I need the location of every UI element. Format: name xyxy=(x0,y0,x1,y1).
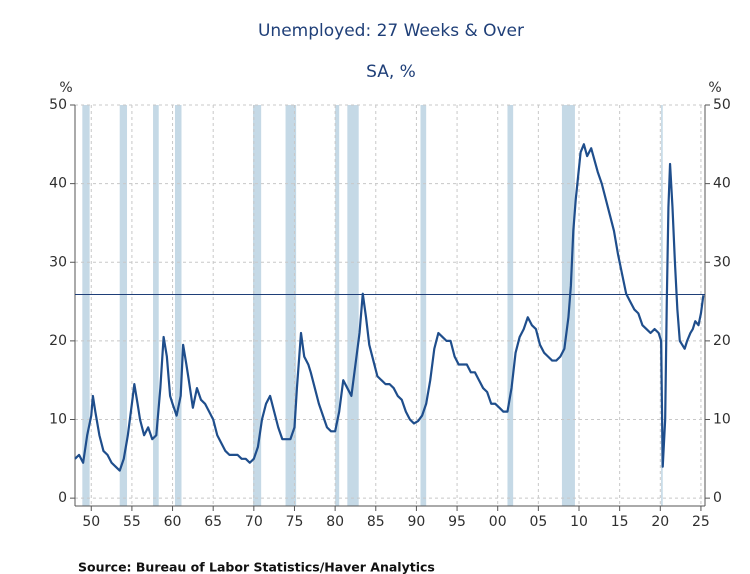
x-tick-label: 65 xyxy=(204,514,222,530)
source-note: Source: Bureau of Labor Statistics/Haver… xyxy=(78,560,435,574)
recession-band xyxy=(153,105,159,506)
x-tick-label: 80 xyxy=(326,514,344,530)
y-tick-label: 20 xyxy=(49,333,67,349)
x-tick-label: 85 xyxy=(367,514,385,530)
x-tick-label: 60 xyxy=(164,514,182,530)
chart-title: Unemployed: 27 Weeks & Over xyxy=(258,21,524,41)
x-tick-label: 55 xyxy=(123,514,141,530)
recession-band xyxy=(335,105,340,506)
recession-band xyxy=(82,105,90,506)
y-tick-label: 40 xyxy=(49,176,67,192)
y2-tick-label: 30 xyxy=(713,254,731,270)
recession-band xyxy=(253,105,262,506)
y2-tick-label: 50 xyxy=(713,97,731,113)
y2-tick-label: 20 xyxy=(713,333,731,349)
recession-band xyxy=(507,105,514,506)
y2-tick-label: 10 xyxy=(713,412,731,428)
x-tick-label: 95 xyxy=(448,514,466,530)
y2-tick-label: 40 xyxy=(713,176,731,192)
x-tick-label: 70 xyxy=(245,514,263,530)
x-tick-label: 50 xyxy=(82,514,100,530)
y-tick-label: 50 xyxy=(49,97,67,113)
x-tick-label: 90 xyxy=(408,514,426,530)
x-tick-label: 75 xyxy=(286,514,304,530)
recession-band xyxy=(347,105,359,506)
y-tick-label: 30 xyxy=(49,254,67,270)
x-tick-label: 10 xyxy=(570,514,588,530)
recession-band xyxy=(285,105,297,506)
y2-axis-label: % xyxy=(708,80,721,96)
y-axis-label: % xyxy=(59,80,72,96)
recession-band xyxy=(420,105,427,506)
series-line xyxy=(74,143,705,472)
x-tick-label: 15 xyxy=(611,514,629,530)
x-tick-label: 05 xyxy=(529,514,547,530)
recession-band xyxy=(174,105,182,506)
chart-subtitle: SA, % xyxy=(366,62,416,82)
y2-tick-label: 0 xyxy=(713,490,722,506)
recession-band xyxy=(119,105,128,506)
x-tick-label: 00 xyxy=(489,514,507,530)
x-tick-label: 25 xyxy=(692,514,710,530)
x-tick-label: 20 xyxy=(651,514,669,530)
recession-band xyxy=(661,105,663,506)
y-tick-label: 10 xyxy=(49,412,67,428)
y-tick-label: 0 xyxy=(58,490,67,506)
